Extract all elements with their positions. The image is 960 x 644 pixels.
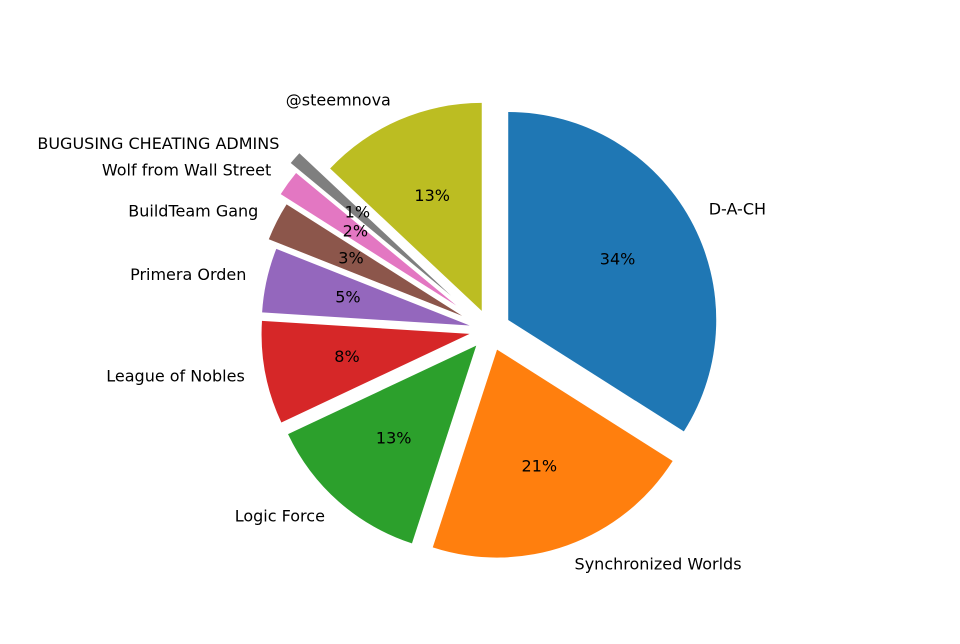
slice-label: D-A-CH	[709, 199, 766, 218]
pie-slice	[262, 248, 470, 326]
pct-label: 1%	[345, 203, 370, 222]
slice-label: Primera Orden	[130, 265, 246, 284]
pct-label: 8%	[334, 347, 359, 366]
pie-slice	[432, 349, 673, 558]
pie-slice	[288, 345, 477, 544]
pct-label: 2%	[343, 222, 368, 241]
slice-label: League of Nobles	[106, 366, 245, 385]
pie-slice	[280, 172, 457, 306]
pct-label: 21%	[522, 456, 558, 475]
pct-label: 13%	[376, 429, 412, 448]
slice-label: @steemnova	[286, 90, 391, 109]
pct-label: 13%	[414, 186, 450, 205]
pie-slice	[290, 153, 451, 296]
slice-label: Synchronized Worlds	[575, 554, 742, 573]
pie-slice	[508, 111, 717, 432]
pct-label: 5%	[335, 288, 360, 307]
pie-slice	[268, 204, 463, 316]
slice-label: Logic Force	[235, 507, 325, 526]
slice-label: Wolf from Wall Street	[102, 161, 271, 180]
pie-slice	[330, 102, 482, 311]
pct-label: 3%	[338, 249, 363, 268]
pct-label: 34%	[600, 249, 636, 268]
slice-label: BUGUSING CHEATING ADMINS	[37, 134, 279, 153]
pie-slice	[261, 320, 470, 423]
slice-label: BuildTeam Gang	[128, 201, 258, 220]
